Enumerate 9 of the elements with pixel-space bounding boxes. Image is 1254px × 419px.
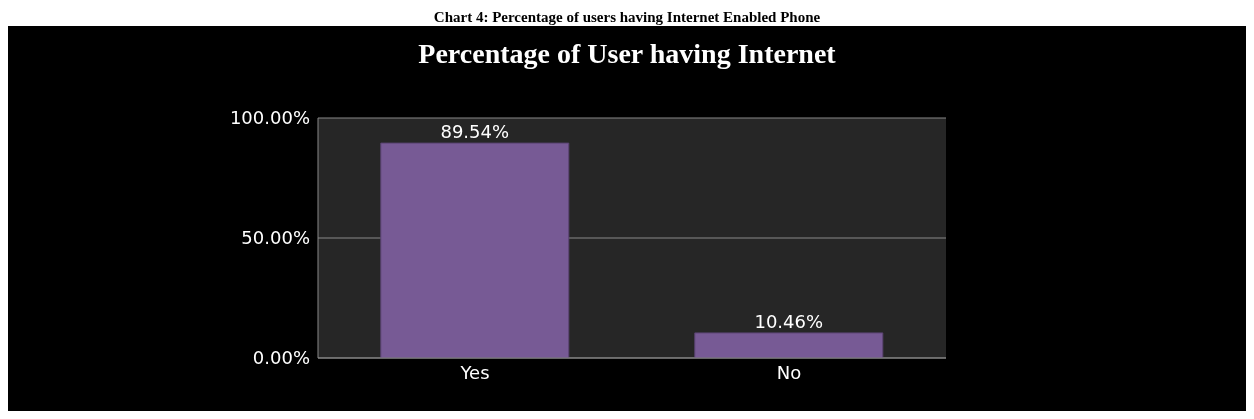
x-tick-label: Yes	[459, 361, 490, 383]
y-tick-label: 0.00%	[252, 347, 310, 369]
data-label: 10.46%	[754, 310, 824, 332]
chart-title: Percentage of User having Internet	[417, 37, 837, 71]
y-tick-label: 100.00%	[229, 107, 310, 129]
x-tick-label: No	[776, 361, 802, 383]
y-tick-label: 50.00%	[241, 227, 310, 249]
caption: Chart 4: Percentage of users having Internet Enabled Phone	[432, 8, 822, 26]
data-label: 89.54%	[440, 121, 510, 143]
